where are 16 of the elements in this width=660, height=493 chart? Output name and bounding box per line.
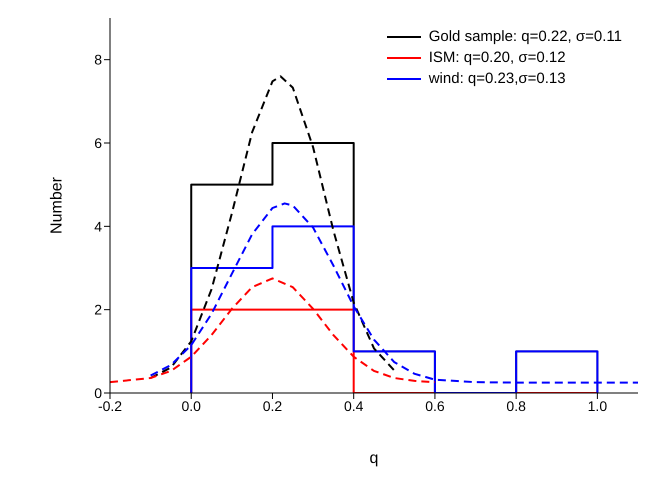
x-tick-label: 0.4 — [344, 398, 364, 414]
x-tick-label: 1.0 — [588, 398, 608, 414]
legend-label: wind: q=0.23,σ=0.13 — [428, 69, 566, 89]
y-axis-title: Number — [48, 176, 66, 234]
x-tick-label: 0.6 — [425, 398, 445, 414]
y-tick-label: 4 — [94, 218, 102, 234]
y-tick-label: 8 — [94, 52, 102, 68]
x-axis-title: q — [370, 450, 378, 467]
y-tick-label: 6 — [94, 134, 102, 151]
y-tick-label: 2 — [94, 302, 102, 318]
legend-label: ISM: q=0.20, σ=0.12 — [428, 48, 566, 68]
legend-label: Gold sample: q=0.22, σ=0.11 — [428, 27, 622, 47]
x-tick-label: 0.2 — [262, 398, 282, 414]
x-tick-label: 0.0 — [181, 398, 202, 414]
line-series — [150, 75, 396, 379]
x-tick-label: 0.8 — [506, 398, 526, 414]
